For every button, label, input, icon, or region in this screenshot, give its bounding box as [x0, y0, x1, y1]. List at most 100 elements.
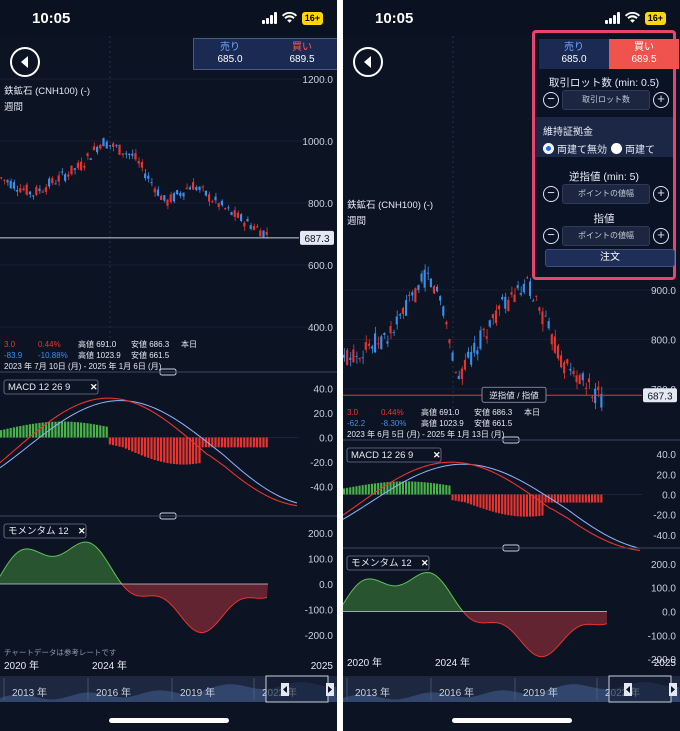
candle	[470, 352, 473, 365]
limit-stepper: − ポイントの値幅 +	[543, 225, 669, 247]
macd-histogram-bar	[439, 484, 442, 495]
lot-input[interactable]: 取引ロット数	[562, 90, 650, 110]
sell-label: 売り	[564, 42, 584, 53]
sell-button[interactable]: 売り 685.0	[539, 39, 609, 69]
range-high-value: 高値 1023.9	[78, 350, 121, 360]
candle	[124, 153, 127, 155]
macd-histogram-bar	[12, 427, 15, 438]
candle	[182, 192, 185, 197]
buy-button[interactable]: 買い 689.5	[266, 39, 337, 69]
chevron-left-icon	[626, 686, 630, 693]
macd-axis-label: 40.0	[314, 384, 334, 395]
candle	[99, 144, 102, 149]
time-axis-label: 2020 年	[4, 659, 39, 672]
order-button[interactable]: 注文	[545, 249, 675, 267]
navigator-year: 2013 年	[355, 686, 390, 699]
candle	[192, 182, 195, 190]
chart-area[interactable]: 1200.0 1000.0 800.0 600.0 400.0 鉄鉱石 (CNH100) …	[0, 36, 337, 731]
macd-histogram-bar	[467, 494, 470, 504]
minus-icon[interactable]: −	[543, 186, 559, 202]
sell-label: 売り	[220, 42, 240, 53]
macd-histogram-bar	[398, 481, 401, 495]
macd-histogram-bar	[395, 481, 398, 495]
radio-hedge-on[interactable]: 両建て	[611, 141, 655, 156]
navigator-window	[265, 675, 329, 703]
candle	[38, 188, 41, 192]
macd-histogram-bar	[541, 494, 544, 516]
macd-histogram-bar	[201, 437, 204, 448]
candle	[367, 343, 370, 346]
minus-icon[interactable]: −	[543, 228, 559, 244]
candle	[64, 174, 67, 181]
candle	[96, 146, 99, 153]
buy-label: 買い	[292, 42, 312, 53]
candle	[150, 182, 153, 184]
macd-line	[0, 397, 298, 507]
low-value: 安値 686.3	[131, 339, 170, 349]
macd-histogram-bar	[115, 437, 118, 446]
macd-histogram-bar	[538, 494, 541, 516]
macd-histogram-bar	[442, 484, 445, 495]
candle	[370, 346, 373, 349]
candle	[22, 188, 25, 191]
macd-histogram-bar	[163, 437, 166, 463]
macd-histogram-bar	[420, 482, 423, 495]
candle	[587, 378, 590, 383]
macd-histogram-bar	[516, 494, 519, 517]
macd-histogram-bar	[57, 421, 60, 438]
macd-histogram-bar	[246, 437, 249, 448]
sell-price: 685.0	[561, 54, 587, 65]
macd-label: MACD 12 26 9	[8, 382, 70, 393]
candle	[41, 191, 44, 193]
macd-histogram-bar	[220, 437, 223, 448]
candle	[454, 372, 457, 374]
momentum-negative-area	[0, 584, 268, 633]
chevron-right-icon	[671, 686, 675, 693]
change-percent: 0.44%	[381, 408, 404, 417]
macd-histogram-bar	[3, 429, 6, 438]
candle	[560, 355, 563, 368]
macd-histogram-bar	[64, 421, 67, 438]
candle	[16, 189, 19, 192]
macd-histogram-bar	[361, 485, 364, 495]
macd-histogram-bar	[501, 494, 504, 514]
macd-axis-label: 20.0	[657, 470, 677, 481]
buy-button[interactable]: 買い 689.5	[609, 39, 679, 69]
plus-icon[interactable]: +	[653, 186, 669, 202]
limit-input[interactable]: ポイントの値幅	[562, 226, 650, 246]
plus-icon[interactable]: +	[653, 92, 669, 108]
candle	[208, 194, 211, 202]
left-screen: 10:05 16+ 1200.0 1000.0 800.0 600.0 400.0 鉄鉱石…	[0, 0, 337, 731]
candle	[259, 230, 262, 237]
macd-histogram-bar	[457, 494, 460, 502]
candle	[460, 368, 463, 379]
macd-histogram-bar	[504, 494, 507, 515]
candle	[86, 153, 89, 156]
candle	[128, 153, 131, 156]
candle	[591, 396, 594, 398]
macd-histogram-bar	[584, 494, 587, 503]
macd-histogram-bar	[150, 437, 153, 459]
candle	[488, 320, 491, 327]
macd-histogram-bar	[566, 494, 569, 503]
macd-histogram-bar	[529, 494, 532, 517]
macd-histogram-bar	[38, 422, 41, 438]
high-value: 高値 691.0	[78, 339, 117, 349]
macd-histogram-bar	[408, 481, 411, 495]
stop-input[interactable]: ポイントの値幅	[562, 184, 650, 204]
stop-label: 逆指値 (min: 5)	[568, 171, 639, 183]
plus-icon[interactable]: +	[653, 228, 669, 244]
back-button[interactable]	[353, 47, 383, 77]
current-price-value: 687.3	[647, 391, 672, 402]
back-button[interactable]	[10, 47, 40, 77]
macd-histogram-bar	[211, 437, 214, 448]
macd-histogram-bar	[233, 437, 236, 448]
radio-hedge-off-label: 両建て無効	[557, 145, 607, 156]
radio-hedge-off[interactable]: 両建て無効	[543, 141, 607, 156]
minus-icon[interactable]: −	[543, 92, 559, 108]
sell-button[interactable]: 売り 685.0	[194, 39, 266, 69]
macd-histogram-bar	[448, 485, 451, 495]
macd-axis-label: -40.0	[310, 483, 333, 494]
macd-axis-label: 0.0	[319, 434, 333, 445]
macd-histogram-bar	[479, 494, 482, 508]
